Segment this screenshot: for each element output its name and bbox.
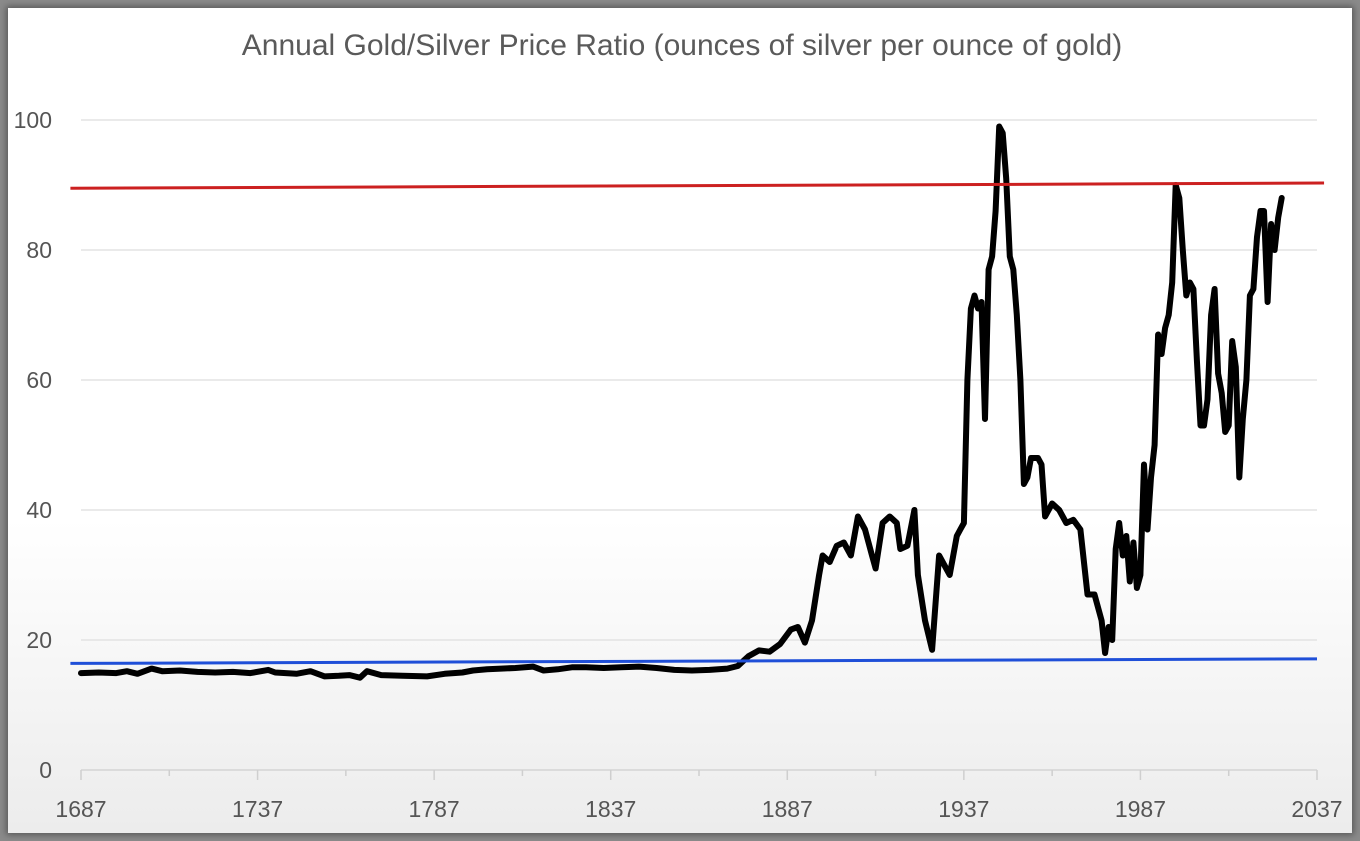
x-axis: 1687 1737 1787 1837 1887 1937 1987 2037	[55, 769, 1343, 822]
x-tick-label-1937: 1937	[938, 796, 989, 822]
y-tick-label-60: 60	[26, 367, 52, 393]
chart-title: Annual Gold/Silver Price Ratio (ounces o…	[242, 29, 1122, 62]
y-axis-labels: 0 20 40 60 80 100	[14, 107, 52, 783]
ratio-series-line	[78, 123, 1285, 681]
x-tick-label-1687: 1687	[55, 796, 106, 822]
x-tick-label-1737: 1737	[232, 796, 283, 822]
red-reference-line	[70, 181, 1325, 190]
x-tick-label-1837: 1837	[585, 796, 636, 822]
y-tick-label-80: 80	[26, 237, 52, 263]
y-tick-label-20: 20	[26, 627, 52, 653]
x-tick-label-1787: 1787	[409, 796, 460, 822]
blue-reference-line	[70, 657, 1318, 665]
chart-frame: Annual Gold/Silver Price Ratio (ounces o…	[8, 8, 1352, 833]
reference-lines	[70, 181, 1325, 665]
x-tick-label-2037: 2037	[1291, 796, 1342, 822]
y-tick-label-40: 40	[26, 497, 52, 523]
x-tick-label-1987: 1987	[1115, 796, 1166, 822]
y-tick-label-100: 100	[14, 107, 52, 133]
y-tick-label-0: 0	[39, 757, 52, 783]
series-layer	[78, 123, 1285, 681]
x-tick-label-1887: 1887	[762, 796, 813, 822]
gold-silver-ratio-chart: Annual Gold/Silver Price Ratio (ounces o…	[14, 29, 1343, 822]
